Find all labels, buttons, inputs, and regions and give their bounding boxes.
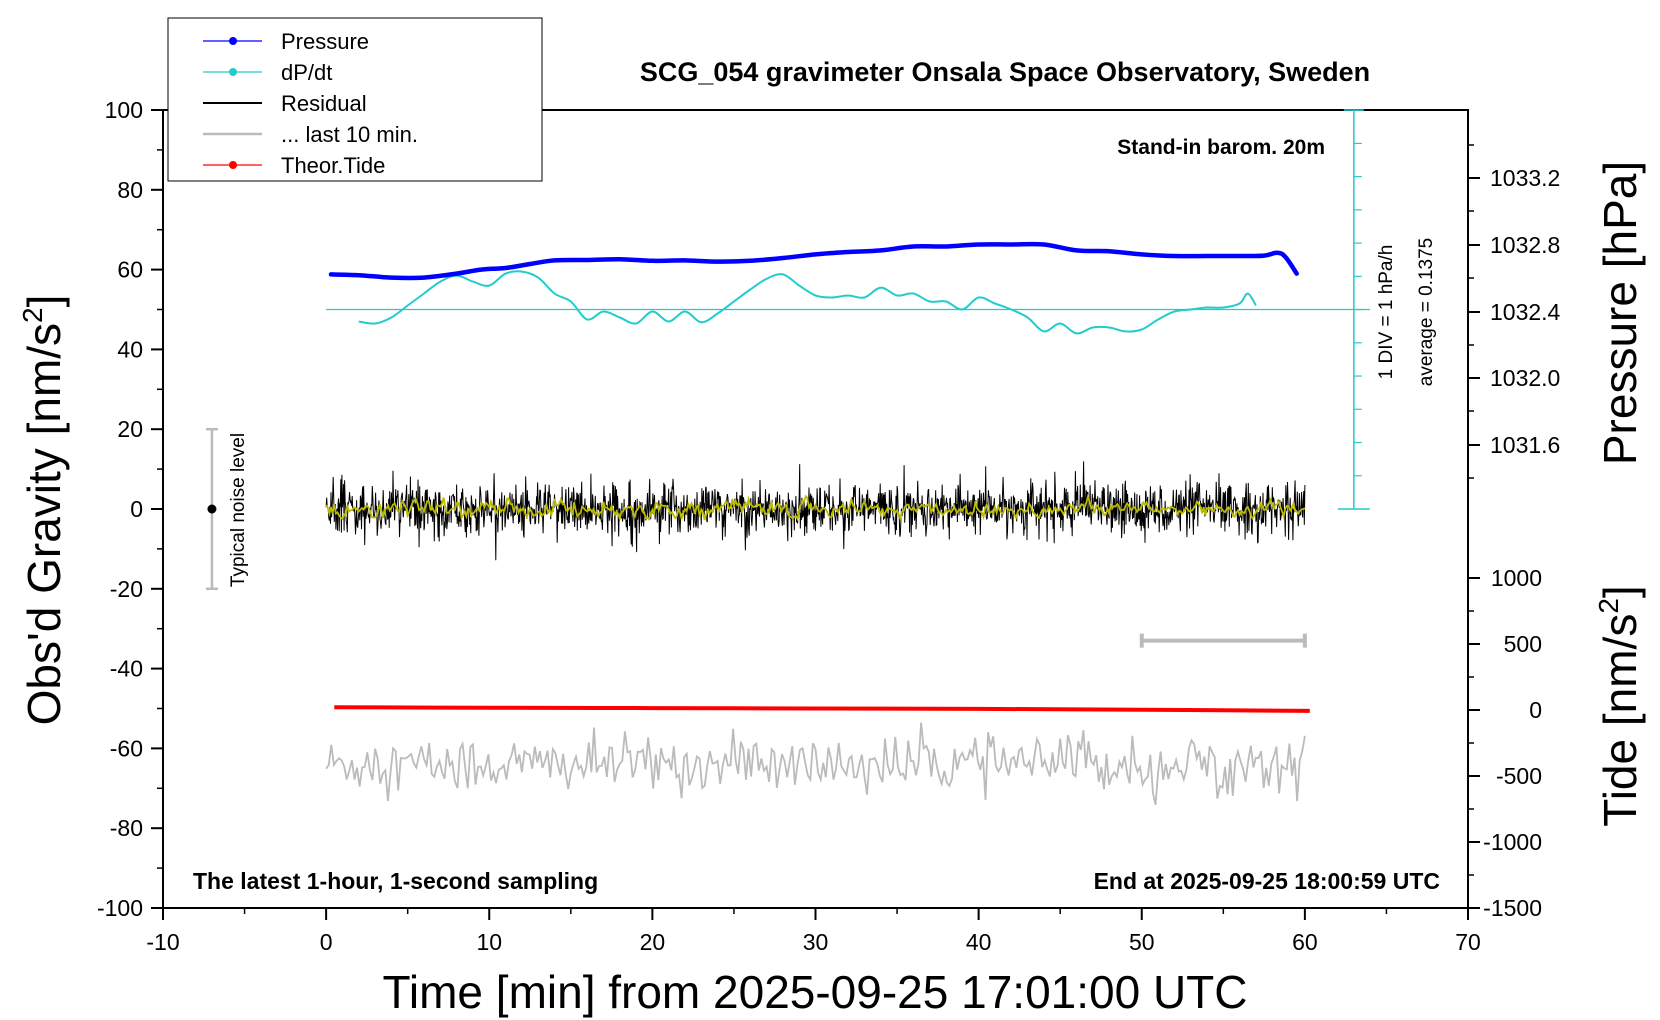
legend-box (167, 17, 543, 182)
last-10-min-layer (325, 722, 1306, 805)
x-tick-label: 40 (966, 929, 992, 955)
legend-swatch-marker (229, 37, 237, 45)
x-axis-ticks: -10 0 10 20 30 40 50 60 70 (146, 908, 1481, 955)
left-tick-label: 0 (130, 496, 143, 522)
noise-level-bar (205, 427, 218, 591)
legend-entries: Pressure dP/dt Residual ... last 10 min. The… (203, 29, 418, 178)
legend-label: Pressure (281, 29, 369, 54)
pressure-axis-ticks: 1033.2 1032.8 1032.4 1032.0 1031.6 (1468, 144, 1561, 479)
x-axis-label: Time [min] from 2025-09-25 17:01:00 UTC (383, 966, 1248, 1018)
div-annotation: 1 DIV = 1 hPa/h (1376, 245, 1397, 380)
x-tick-label: 60 (1292, 929, 1318, 955)
left-tick-label: -80 (110, 815, 143, 841)
tide-axis-label: Tide [nm/s2] (1593, 585, 1646, 826)
left-axis-ticks: 100 80 60 40 20 0 -20 -40 -60 -80 -100 (97, 97, 163, 921)
left-axis-label-main: Obs'd Gravity [nm/s (18, 323, 70, 725)
bottom-left-annotation: The latest 1-hour, 1-second sampling (193, 868, 598, 894)
left-axis-label-sup: 2 (17, 307, 48, 323)
left-tick-label: -40 (110, 656, 143, 682)
legend-label: ... last 10 min. (281, 122, 418, 147)
left-axis-label-end: ] (18, 295, 70, 308)
tide-axis-label-main: Tide [nm/s (1594, 614, 1646, 827)
pressure-layer (328, 241, 1299, 281)
tide-tick-label: -500 (1496, 763, 1542, 789)
pressure-tick-label: 1032.8 (1490, 232, 1560, 258)
legend-swatch-marker (229, 161, 237, 169)
left-tick-label: 20 (117, 416, 143, 442)
x-tick-label: 30 (803, 929, 829, 955)
tide-tick-label: 1000 (1491, 565, 1542, 591)
x-tick-label: 70 (1455, 929, 1481, 955)
left-tick-label: 60 (117, 257, 143, 283)
average-annotation: average = 0.1375 (1416, 238, 1437, 386)
bottom-right-annotation: End at 2025-09-25 18:00:59 UTC (1094, 868, 1440, 894)
residual-smooth-line (325, 493, 1306, 522)
last-10-min-line (325, 722, 1306, 805)
left-axis-label: Obs'd Gravity [nm/s2] (17, 295, 70, 726)
pressure-axis-label: Pressure [hPa] (1594, 161, 1646, 465)
tide-tick-label: 0 (1529, 697, 1542, 723)
legend-swatch-marker (229, 68, 237, 76)
tide-tick-label: -1000 (1483, 829, 1542, 855)
x-tick-label: 10 (476, 929, 502, 955)
x-tick-label: -10 (146, 929, 179, 955)
tide-axis-label-sup: 2 (1593, 598, 1624, 614)
left-tick-label: 100 (105, 97, 143, 123)
residual-layer (325, 461, 1306, 561)
legend-label: dP/dt (281, 60, 332, 85)
left-tick-label: 80 (117, 177, 143, 203)
dpdt-line (358, 270, 1257, 335)
left-tick-label: -20 (110, 576, 143, 602)
left-tick-label: -60 (110, 735, 143, 761)
residual-smooth-layer (325, 493, 1306, 522)
x-tick-label: 0 (320, 929, 333, 955)
tide-tick-label: 500 (1504, 631, 1542, 657)
left-tick-label: -100 (97, 895, 143, 921)
chart-title: SCG_054 gravimeter Onsala Space Observat… (640, 57, 1370, 87)
dpdt-layer (326, 270, 1371, 335)
pressure-line (328, 241, 1299, 281)
tide-tick-label: -1500 (1483, 895, 1542, 921)
tide-axis-label-end: ] (1594, 585, 1646, 598)
pressure-tick-label: 1033.2 (1490, 165, 1560, 191)
dpdt-scale (1337, 109, 1370, 510)
tide-line (334, 705, 1310, 713)
noise-bar-center-dot (207, 504, 217, 514)
barometer-annotation: Stand-in barom. 20m (1117, 136, 1325, 159)
legend-label: Theor.Tide (281, 153, 385, 178)
x-tick-label: 50 (1129, 929, 1155, 955)
legend: Pressure dP/dt Residual ... last 10 min. The… (167, 17, 543, 182)
pressure-tick-label: 1031.6 (1490, 432, 1560, 458)
residual-line (325, 461, 1306, 561)
pressure-tick-label: 1032.4 (1490, 299, 1561, 325)
last-10-min-range-bar (1139, 633, 1307, 648)
noise-level-label: Typical noise level (228, 433, 249, 587)
tide-layer (334, 705, 1310, 713)
tide-axis-ticks: 1000 500 0 -500 -1000 -1500 (1468, 565, 1542, 921)
x-tick-label: 20 (640, 929, 666, 955)
left-tick-label: 40 (117, 336, 143, 362)
legend-label: Residual (281, 91, 367, 116)
pressure-tick-label: 1032.0 (1490, 365, 1560, 391)
